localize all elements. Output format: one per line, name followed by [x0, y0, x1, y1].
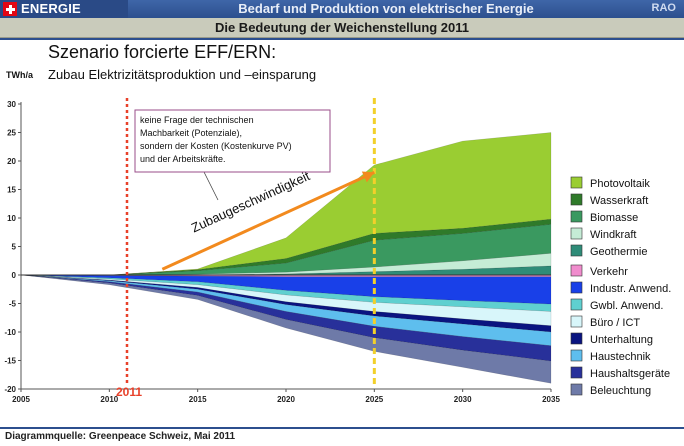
y-tick-label: 25 — [7, 129, 16, 138]
legend-label-beleuchtung: Beleuchtung — [590, 385, 651, 397]
legend-swatch-haustechnik — [570, 349, 583, 362]
x-tick-label: 2035 — [542, 395, 560, 404]
legend-swatch-biomasse — [570, 210, 583, 223]
y-tick-label: 10 — [7, 214, 16, 223]
x-tick-label: 2025 — [365, 395, 383, 404]
note-line: keine Frage der technischen — [140, 115, 254, 125]
callout-pointer — [203, 171, 219, 201]
footer-divider — [0, 427, 684, 429]
y-tick-label: -20 — [4, 385, 16, 394]
y-tick-label: 0 — [12, 271, 17, 280]
series-areas — [20, 132, 552, 384]
legend-label-industr-anwend: Industr. Anwend. — [590, 283, 671, 295]
source-note: Diagrammquelle: Greenpeace Schweiz, Mai … — [5, 431, 236, 442]
y-tick-label: -15 — [4, 357, 16, 366]
swiss-flag-icon — [3, 2, 17, 16]
legend-label-unterhaltung: Unterhaltung — [590, 334, 653, 346]
legend-swatch-industr-anwend — [570, 281, 583, 294]
y-tick-label: 30 — [7, 100, 16, 109]
growth-arrow-head — [361, 171, 375, 183]
production-area-photovoltaik — [21, 132, 552, 276]
legend-swatch-gwbl-anwend — [570, 298, 583, 311]
y-tick-label: 5 — [12, 243, 17, 252]
savings-area-gwbl-anwend — [20, 274, 552, 312]
legend-label-haushaltsgeraete: Haushaltsgeräte — [590, 368, 670, 380]
legend-swatch-wasserkraft — [570, 193, 583, 206]
legend-label-biomasse: Biomasse — [590, 212, 638, 224]
y-tick-label: 20 — [7, 157, 16, 166]
legend-swatch-windkraft — [570, 227, 583, 240]
year-markers: 2011 — [116, 98, 376, 399]
header-title: Bedarf und Produktion von elektrischer E… — [238, 1, 534, 16]
legend-swatch-verkehr — [570, 264, 583, 277]
slide-title: Szenario forcierte EFF/ERN: — [48, 42, 277, 62]
legend-label-haustechnik: Haustechnik — [590, 351, 651, 363]
y-tick-label: 15 — [7, 186, 16, 195]
x-tick-label: 2005 — [12, 395, 30, 404]
header-divider — [0, 38, 684, 40]
y-tick-label: -5 — [9, 300, 17, 309]
y-axis-unit: TWh/a — [6, 70, 33, 80]
growth-arrow-line — [161, 171, 375, 271]
savings-area-buero-ict — [20, 274, 552, 326]
x-tick-label: 2015 — [189, 395, 207, 404]
legend-swatch-unterhaltung — [570, 332, 583, 345]
legend-label-geothermie: Geothermie — [590, 246, 647, 258]
legend-label-photovoltaik: Photovoltaik — [590, 178, 650, 190]
legend-swatch-buero-ict — [570, 315, 583, 328]
legend-label-gwbl-anwend: Gwbl. Anwend. — [590, 300, 663, 312]
legend-label-windkraft: Windkraft — [590, 229, 636, 241]
marker-label-2011: 2011 — [116, 385, 142, 399]
legend-label-wasserkraft: Wasserkraft — [590, 195, 648, 207]
rao-badge: RAO — [651, 2, 676, 14]
note-box — [134, 109, 331, 173]
savings-area-beleuchtung — [20, 274, 552, 384]
legend-swatch-geothermie — [570, 244, 583, 257]
header-bar: ENERGIE SCHWEIZ Bedarf und Produktion vo… — [0, 0, 684, 31]
note-line: Machbarkeit (Potenziale), — [140, 128, 242, 138]
x-tick-label: 2020 — [277, 395, 295, 404]
legend-label-verkehr: Verkehr — [590, 266, 628, 278]
slide-subtitle: Zubau Elektrizitätsproduktion und –einsp… — [48, 67, 317, 82]
legend-swatch-beleuchtung — [570, 383, 583, 396]
subheader-title: Die Bedeutung der Weichenstellung 2011 — [214, 20, 470, 35]
y-tick-label: -10 — [4, 328, 16, 337]
chart-legend: Photovoltaik Wasserkraft Biomasse Windkraft… — [570, 176, 671, 397]
legend-swatch-photovoltaik — [570, 176, 583, 189]
note-line: sondern der Kosten (Kostenkurve PV) — [140, 141, 292, 151]
x-tick-label: 2010 — [100, 395, 118, 404]
savings-area-haushaltsgeraete — [20, 274, 552, 362]
x-tick-label: 2030 — [454, 395, 472, 404]
legend-label-buero-ict: Büro / ICT — [590, 317, 640, 329]
note-line: und der Arbeitskräfte. — [140, 154, 226, 164]
subheader-bar: Die Bedeutung der Weichenstellung 2011 — [0, 18, 684, 38]
legend-swatch-haushaltsgeraete — [570, 366, 583, 379]
